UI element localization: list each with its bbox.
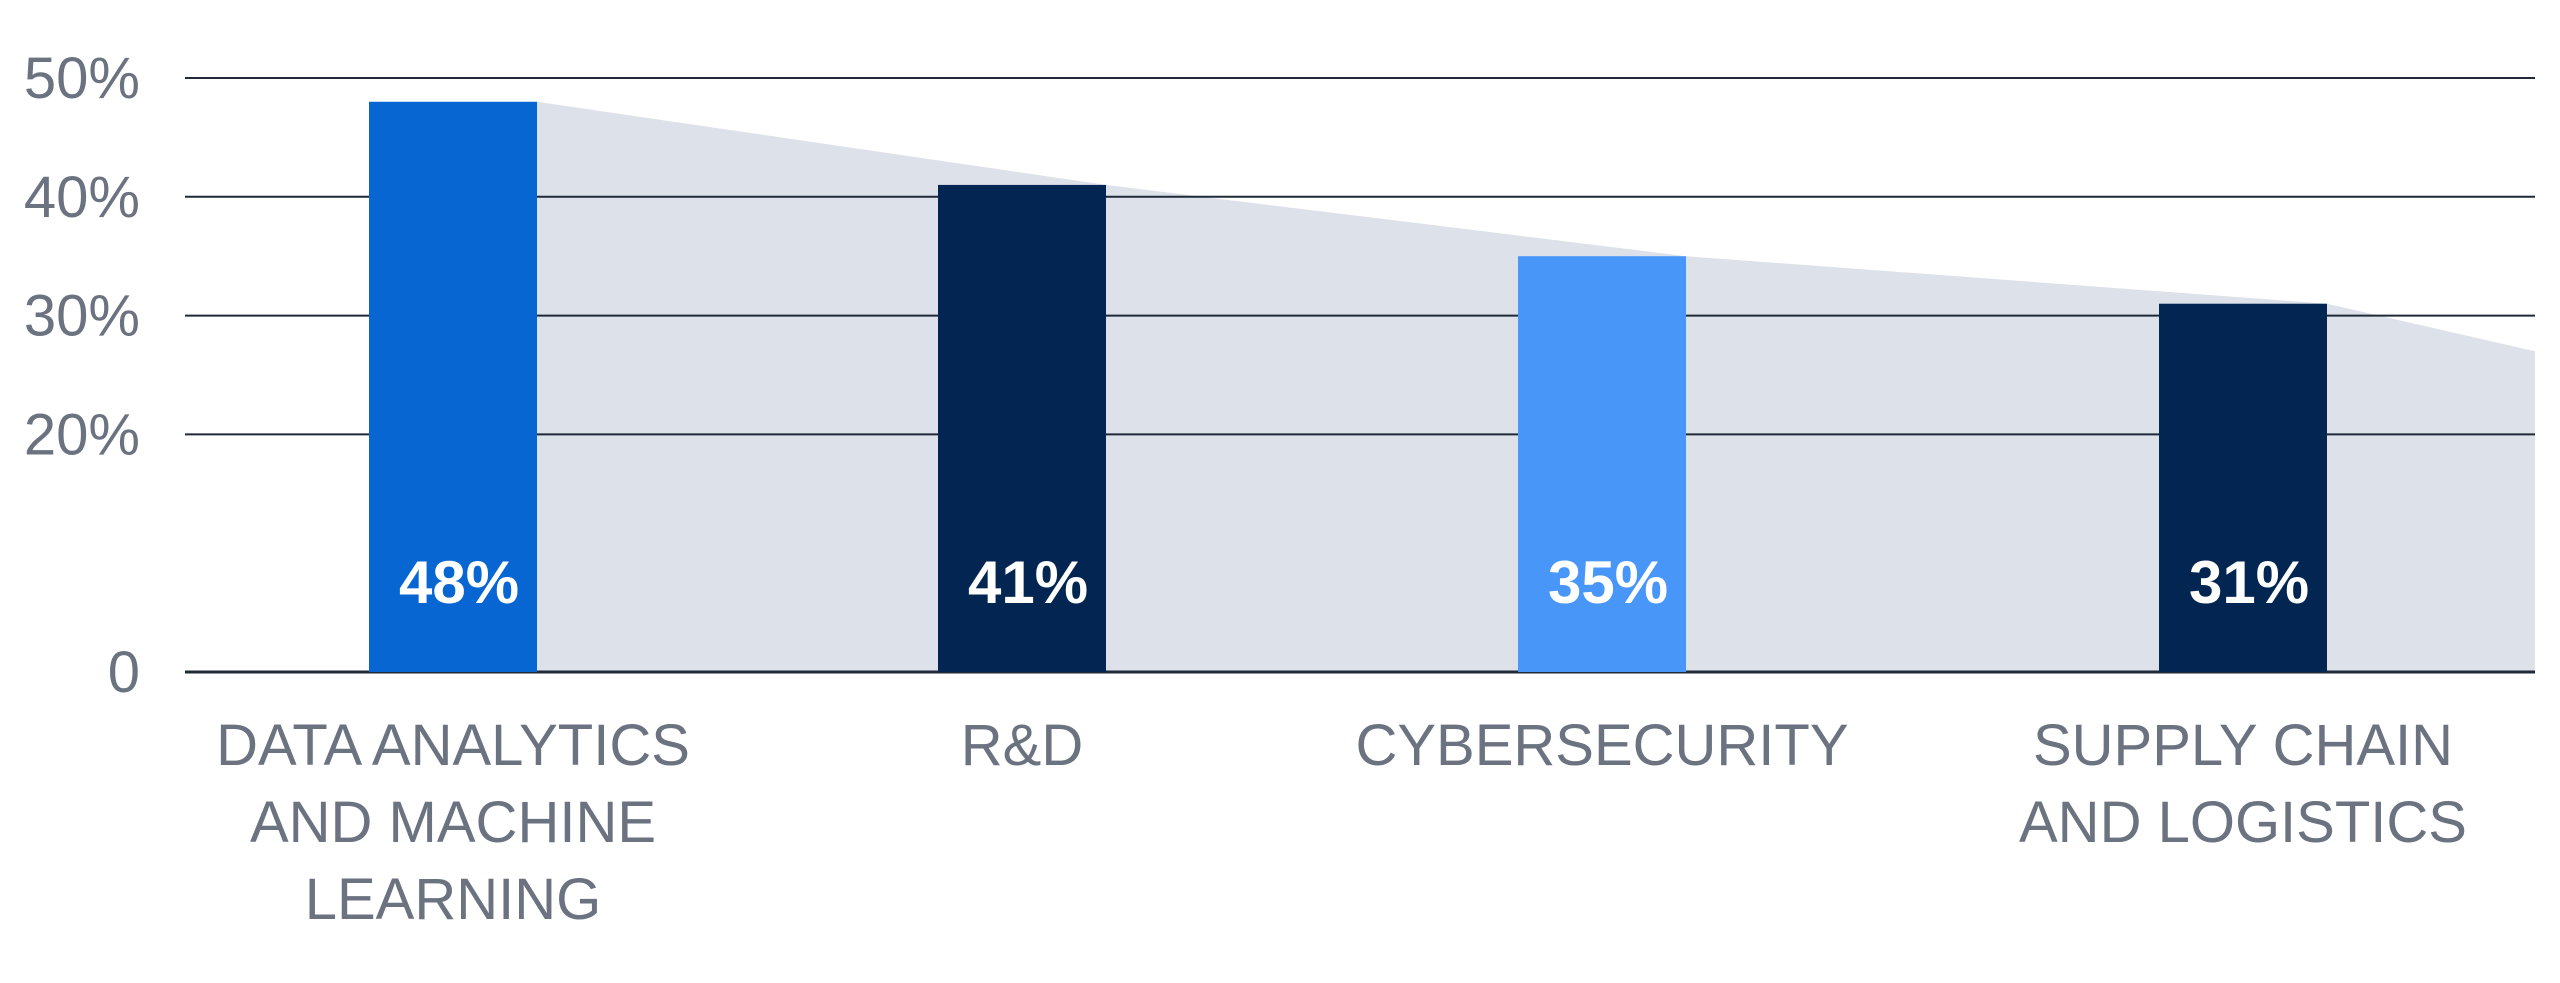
bar xyxy=(369,101,537,672)
y-tick-label: 0 xyxy=(108,640,140,705)
x-category-label-line: SUPPLY CHAIN xyxy=(2033,713,2453,778)
y-tick-label: 20% xyxy=(24,402,140,467)
x-category-label-line: DATA ANALYTICS xyxy=(216,713,690,778)
data-label: 41% xyxy=(968,549,1088,616)
data-label: 31% xyxy=(2189,549,2309,616)
x-category-label: SUPPLY CHAIN AND LOGISTICS xyxy=(2019,713,2467,855)
x-category-label-line: AND LOGISTICS xyxy=(2019,790,2467,855)
y-tick-label: 40% xyxy=(24,165,140,230)
data-label: 48% xyxy=(399,549,519,616)
trend-area xyxy=(369,101,2535,672)
data-label: 35% xyxy=(1548,549,1668,616)
x-category-label-line: LEARNING xyxy=(305,867,602,932)
x-category-label-line: R&D xyxy=(961,713,1083,778)
x-category-label: DATA ANALYTICS AND MACHINE LEARNING xyxy=(216,713,690,932)
y-tick-label: 50% xyxy=(24,46,140,111)
bar xyxy=(938,184,1106,673)
bar xyxy=(1518,256,1686,672)
x-category-label: CYBERSECURITY xyxy=(1355,713,1848,778)
bar xyxy=(2159,303,2327,672)
x-category-label-line: CYBERSECURITY xyxy=(1355,713,1848,778)
x-category-label-line: AND MACHINE xyxy=(250,790,656,855)
y-tick-label: 30% xyxy=(24,284,140,349)
x-category-label: R&D xyxy=(961,713,1083,778)
